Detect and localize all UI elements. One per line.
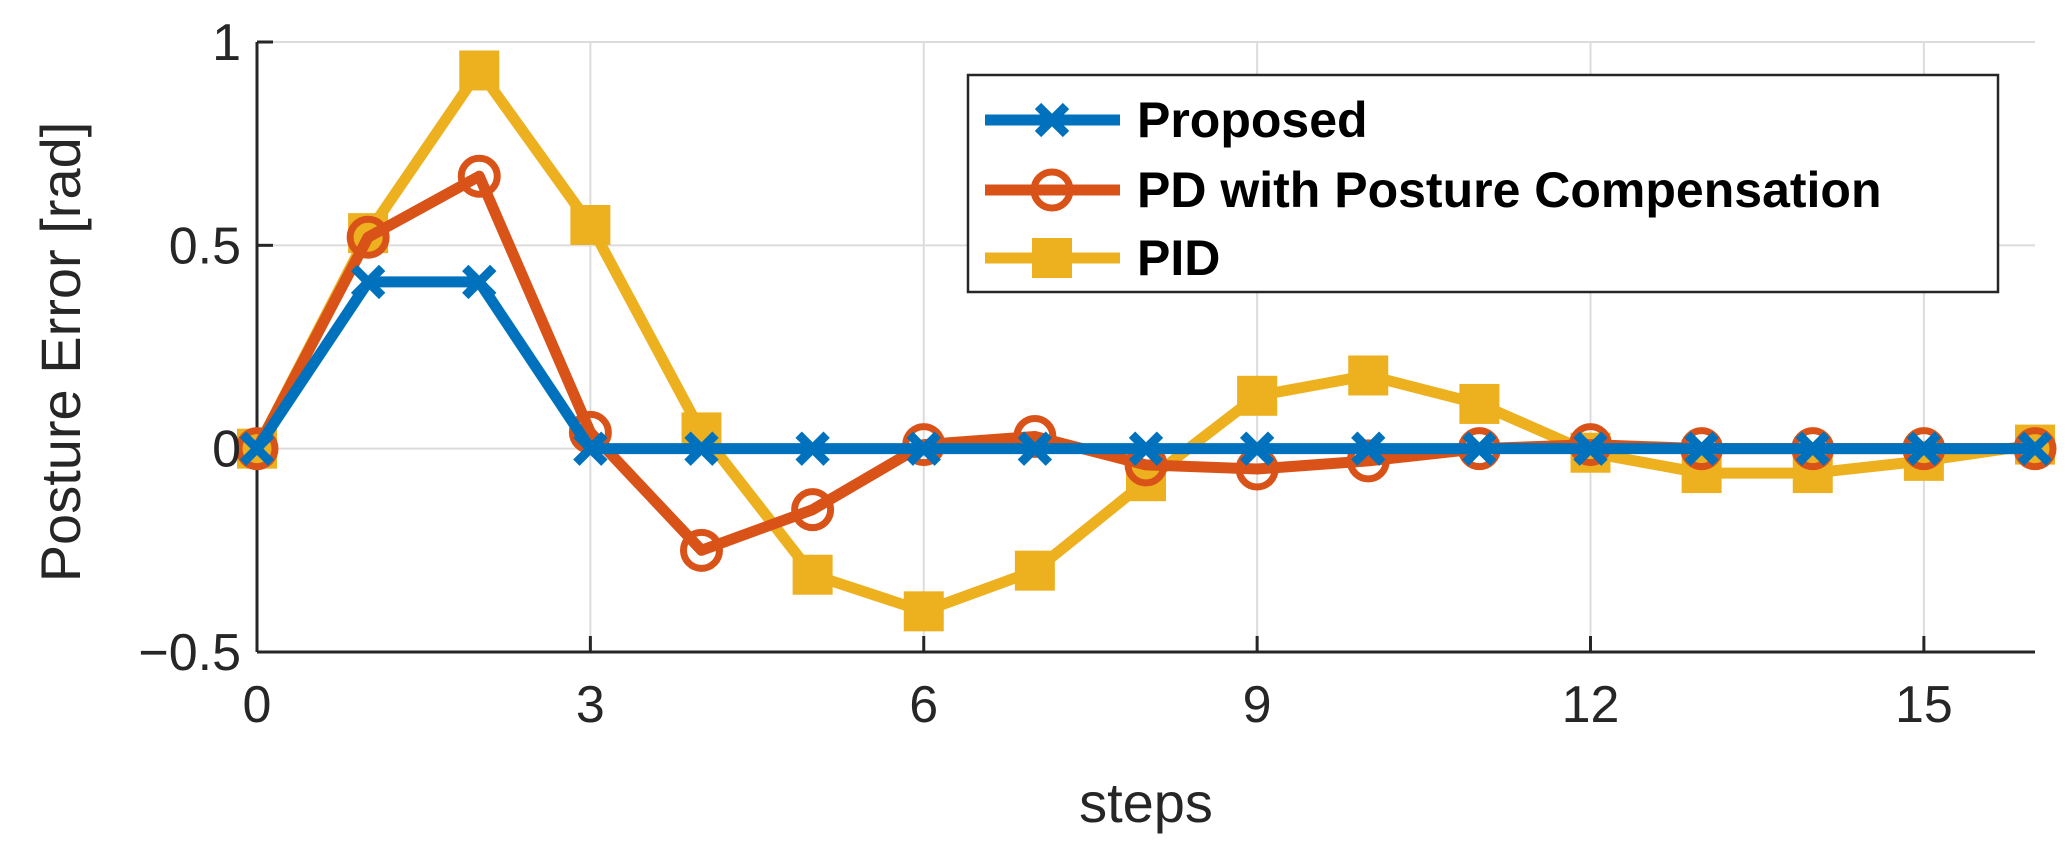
data-point-marker bbox=[1030, 168, 1074, 212]
data-point-marker bbox=[1237, 375, 1278, 416]
data-point-marker bbox=[2017, 431, 2053, 466]
data-point-marker bbox=[795, 431, 830, 466]
legend-label: PID bbox=[1137, 230, 1220, 286]
x-axis-title: steps bbox=[1079, 771, 1213, 834]
legend-label: Proposed bbox=[1137, 92, 1368, 148]
data-point-marker bbox=[684, 431, 719, 466]
data-point-marker bbox=[573, 431, 608, 466]
y-tick-label: 0 bbox=[212, 421, 241, 479]
data-point-marker bbox=[1459, 383, 1500, 424]
x-tick-label: 6 bbox=[909, 676, 938, 734]
axes bbox=[255, 40, 2035, 654]
data-point-marker bbox=[903, 591, 944, 632]
data-point-marker bbox=[680, 528, 723, 572]
data-point-marker bbox=[235, 427, 279, 471]
data-point-marker bbox=[1032, 238, 1072, 278]
data-point-marker bbox=[1906, 431, 1942, 466]
y-axis-title: Posture Error [rad] bbox=[29, 122, 92, 583]
y-tick-label: −0.5 bbox=[138, 624, 241, 682]
y-tick-label: 1 bbox=[212, 14, 241, 72]
data-point-marker bbox=[1462, 431, 1497, 466]
data-point-marker bbox=[346, 215, 390, 259]
data-point-marker bbox=[1348, 355, 1389, 396]
data-point-marker bbox=[791, 488, 835, 532]
data-point-marker bbox=[1795, 431, 1830, 466]
x-tick-label: 3 bbox=[576, 676, 605, 734]
legend-item[interactable]: Proposed bbox=[985, 92, 1368, 148]
data-point-marker bbox=[570, 205, 611, 245]
x-tick-label: 9 bbox=[1243, 676, 1272, 734]
x-tick-label: 15 bbox=[1895, 676, 1953, 734]
data-point-marker bbox=[239, 431, 275, 466]
series-proposed bbox=[239, 264, 2053, 466]
legend-box bbox=[966, 73, 2000, 294]
data-point-marker bbox=[906, 431, 941, 466]
legend[interactable]: Proposed PD with Posture Compensation PID bbox=[966, 73, 2000, 294]
data-point-marker bbox=[1128, 431, 1164, 466]
data-point-marker bbox=[1351, 431, 1386, 466]
data-point-marker bbox=[459, 50, 500, 91]
y-tick-label: 0.5 bbox=[169, 217, 241, 275]
data-series bbox=[235, 50, 2057, 632]
data-point-marker bbox=[1239, 431, 1275, 466]
data-point-marker bbox=[1017, 431, 1053, 466]
tick-labels: 0 3 6 9 12 15−0.500.51 bbox=[138, 14, 1952, 734]
x-tick-label: 12 bbox=[1562, 676, 1620, 734]
data-point-marker bbox=[1014, 550, 1055, 591]
data-point-marker bbox=[792, 554, 833, 595]
data-point-marker bbox=[1684, 431, 1719, 466]
legend-item[interactable]: PID bbox=[985, 230, 1220, 286]
data-point-marker bbox=[457, 154, 501, 198]
data-point-marker bbox=[462, 264, 497, 300]
data-point-marker bbox=[350, 264, 386, 300]
legend-item[interactable]: PD with Posture Compensation bbox=[985, 162, 1882, 218]
data-point-marker bbox=[1034, 102, 1070, 138]
x-tick-label: 0 bbox=[243, 676, 272, 734]
data-point-marker bbox=[1573, 431, 1608, 466]
legend-label: PD with Posture Compensation bbox=[1137, 162, 1882, 218]
